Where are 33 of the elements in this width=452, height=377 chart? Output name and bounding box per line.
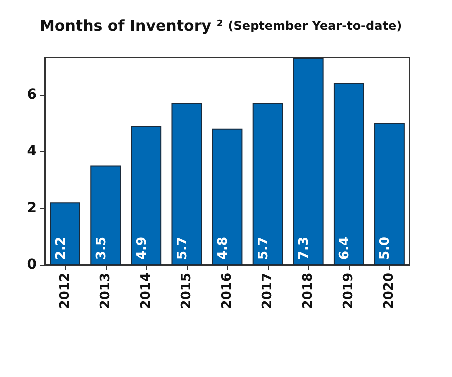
- bar: [334, 84, 364, 265]
- y-tick-label: 6: [27, 86, 37, 103]
- data-label: 4.9: [134, 236, 150, 260]
- y-tick-label: 4: [27, 144, 38, 160]
- data-label: 3.5: [94, 236, 110, 260]
- x-tick-label: 2013: [98, 273, 114, 310]
- x-tick-label: 2015: [179, 273, 194, 310]
- x-tick-label: 2012: [58, 273, 73, 310]
- bar: [212, 128, 243, 265]
- data-label: 7.3: [297, 236, 312, 260]
- data-label: 5.7: [175, 236, 190, 260]
- y-tick-label: 2: [27, 200, 37, 216]
- x-tick-label: 2014: [138, 273, 154, 310]
- x-tick-label: 2018: [301, 273, 316, 310]
- bar: [172, 103, 202, 265]
- data-label: 2.2: [54, 236, 69, 260]
- data-label: 4.8: [216, 236, 231, 260]
- bar: [252, 103, 284, 265]
- chart-subtitle: (September Year-to-date): [228, 19, 402, 33]
- y-tick-label: 0: [27, 257, 38, 273]
- x-tick-label: 2016: [220, 273, 235, 310]
- data-label: 6.4: [338, 236, 353, 260]
- chart-title: Months of Inventory ²: [40, 17, 224, 35]
- bar: [374, 123, 405, 265]
- x-tick-label: 2017: [260, 273, 276, 310]
- bar: [90, 166, 122, 265]
- x-tick-label: 2019: [342, 273, 357, 310]
- bar: [293, 58, 324, 265]
- data-label: 5.0: [378, 236, 394, 260]
- bar: [131, 126, 162, 265]
- data-label: 5.7: [256, 236, 272, 260]
- bar: [50, 202, 80, 265]
- x-tick-label: 2020: [382, 273, 398, 310]
